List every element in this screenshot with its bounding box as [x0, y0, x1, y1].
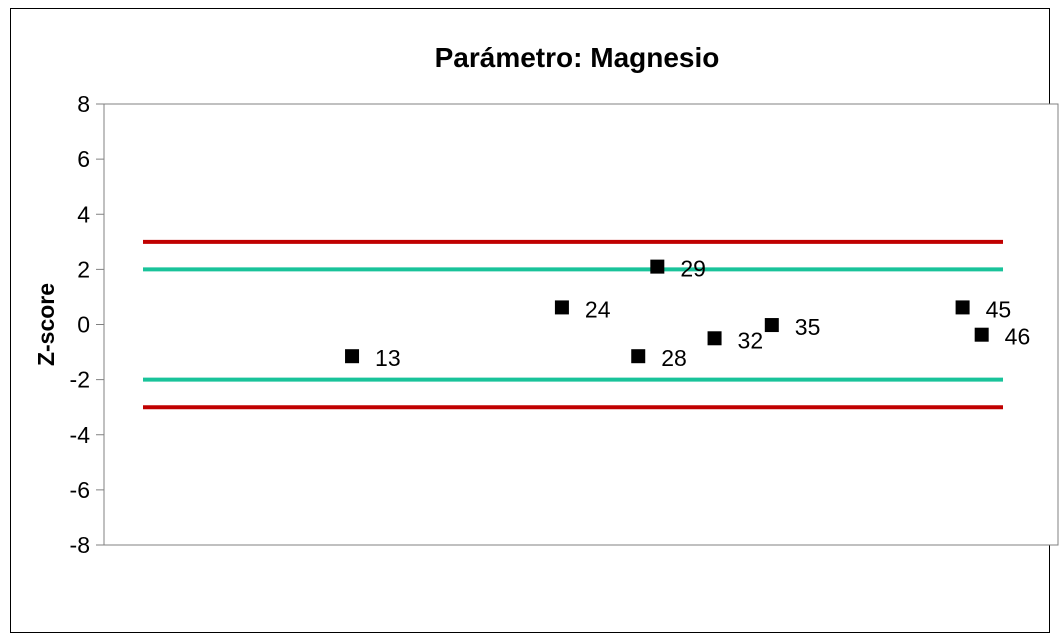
- y-axis: 8 6 4 2 0 -2 -4 -6 -8: [70, 91, 104, 558]
- y-tick-label: 0: [77, 312, 90, 338]
- data-point-label: 35: [795, 314, 821, 340]
- data-point-marker: [764, 318, 779, 333]
- y-tick-label: -6: [70, 477, 90, 503]
- y-tick-label: 4: [77, 201, 90, 227]
- data-point-marker: [554, 300, 569, 315]
- data-point-marker: [631, 349, 646, 364]
- y-tick-label: 6: [77, 146, 90, 172]
- data-point-label: 32: [738, 327, 764, 353]
- data-point-label: 45: [986, 296, 1012, 322]
- y-tick-label: -4: [70, 422, 91, 448]
- plot-area: [103, 103, 1059, 546]
- limit-lines: [143, 239, 1003, 410]
- data-point-marker: [974, 327, 989, 342]
- data-point-label: 24: [585, 296, 611, 322]
- data-point-label: 46: [1005, 324, 1031, 350]
- data-point-label: 28: [661, 345, 687, 371]
- data-point-marker: [955, 300, 970, 315]
- y-tick-label: -2: [70, 367, 90, 393]
- y-tick-label: 2: [77, 256, 90, 282]
- data-point-marker: [650, 259, 665, 274]
- data-point-label: 13: [375, 345, 401, 371]
- y-tick-label: -8: [70, 532, 90, 558]
- chart-title: Parámetro: Magnesio: [435, 42, 720, 73]
- data-point-marker: [345, 349, 360, 364]
- data-point-label: 29: [680, 256, 706, 282]
- y-axis-label: Z-score: [33, 283, 59, 366]
- y-tick-label: 8: [77, 91, 90, 117]
- data-point-marker: [707, 331, 722, 346]
